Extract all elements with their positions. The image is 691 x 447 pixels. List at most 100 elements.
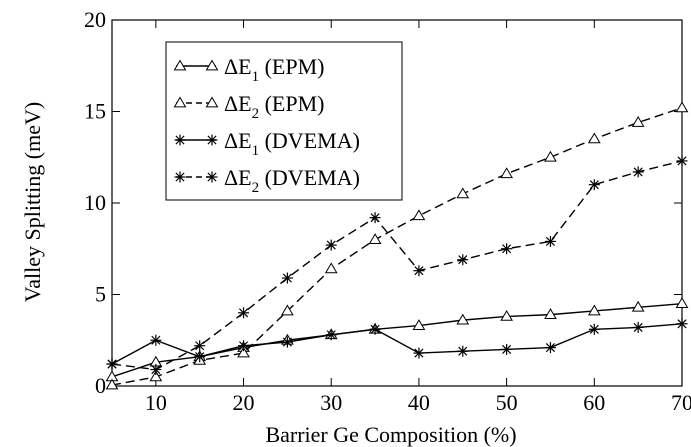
star-stroke	[458, 346, 468, 356]
data-point-star	[194, 340, 206, 352]
data-point-triangle	[587, 132, 601, 144]
data-point-triangle	[205, 96, 219, 108]
star-stroke	[502, 244, 512, 254]
data-point-star	[174, 171, 186, 183]
data-point-triangle	[173, 96, 187, 108]
tick-labels: 10 20 30 40 50 60 70 0 5 10 15 20	[84, 7, 691, 415]
data-point-star	[150, 334, 162, 346]
data-point-triangle	[281, 304, 294, 316]
legend: ΔE1 (EPM) ΔE2 (EPM) ΔE1 (DVEMA) ΔE2 (DVEMA)	[165, 41, 403, 201]
star-stroke	[175, 135, 185, 145]
star-stroke	[282, 337, 292, 347]
legend-entry-1: ΔE1 (EPM)	[173, 54, 324, 85]
x-tick-label: 30	[320, 390, 342, 415]
y-tick-label: 15	[84, 99, 106, 124]
y-tick-label: 5	[95, 282, 106, 307]
data-point-star	[325, 329, 337, 341]
data-point-triangle	[412, 319, 426, 330]
series-4	[106, 155, 688, 376]
data-point-triangle	[456, 187, 470, 199]
data-point-star	[369, 212, 381, 224]
data-point-star	[194, 351, 206, 363]
star-stroke	[207, 135, 217, 145]
data-point-star	[206, 134, 218, 146]
star-stroke	[589, 324, 599, 334]
data-point-star	[676, 318, 688, 330]
data-point-star	[544, 235, 556, 247]
data-point-star	[150, 364, 162, 376]
star-stroke	[677, 156, 687, 166]
legend-label: ΔE2 (DVEMA)	[224, 165, 360, 196]
star-stroke	[151, 335, 161, 345]
data-point-star	[588, 323, 600, 335]
star-stroke	[282, 273, 292, 283]
legend-entry-3: ΔE1 (DVEMA)	[174, 128, 360, 159]
data-point-triangle	[324, 262, 338, 274]
x-tick-label: 10	[145, 390, 167, 415]
series-3	[106, 318, 688, 370]
data-point-triangle	[412, 209, 426, 221]
legend-box	[165, 41, 403, 201]
data-point-star	[238, 307, 250, 319]
data-point-star	[588, 179, 600, 191]
series-layer	[105, 101, 689, 390]
data-point-star	[325, 239, 337, 251]
x-tick-label: 50	[496, 390, 518, 415]
data-point-triangle	[368, 233, 382, 244]
data-point-star	[369, 323, 381, 335]
legend-label: ΔE1 (EPM)	[224, 54, 324, 85]
star-stroke	[207, 172, 217, 182]
data-point-star	[174, 134, 186, 146]
star-stroke	[545, 236, 556, 246]
data-point-star	[281, 336, 293, 348]
data-point-triangle	[205, 59, 219, 71]
data-point-star	[457, 345, 469, 357]
data-point-triangle	[587, 304, 601, 316]
star-stroke	[677, 319, 687, 329]
data-point-triangle	[675, 101, 689, 113]
star-stroke	[107, 359, 117, 369]
data-point-triangle	[500, 309, 513, 321]
data-point-triangle	[173, 59, 187, 71]
y-axis-title: Valley Splitting (meV)	[20, 102, 45, 302]
data-point-star	[281, 272, 293, 284]
legend-entry-2: ΔE2 (EPM)	[173, 91, 324, 122]
series-1	[105, 297, 689, 382]
star-stroke	[414, 266, 424, 276]
data-point-triangle	[105, 378, 119, 390]
data-point-triangle	[675, 297, 689, 308]
star-stroke	[370, 213, 380, 223]
star-stroke	[545, 343, 556, 353]
star-stroke	[175, 172, 185, 182]
data-point-triangle	[544, 308, 557, 319]
star-stroke	[238, 308, 249, 318]
star-stroke	[151, 364, 161, 375]
data-point-star	[632, 166, 644, 178]
x-tick-label: 60	[583, 390, 605, 415]
star-stroke	[195, 352, 205, 362]
star-stroke	[589, 180, 599, 190]
data-point-star	[501, 343, 513, 355]
data-point-triangle	[631, 115, 645, 127]
data-point-star	[544, 342, 556, 354]
legend-entry-4: ΔE2 (DVEMA)	[174, 165, 360, 196]
data-point-triangle	[544, 150, 557, 162]
data-point-star	[106, 358, 118, 370]
x-tick-label: 70	[671, 390, 691, 415]
data-point-triangle	[456, 313, 470, 325]
star-stroke	[502, 344, 512, 354]
series-line	[111, 160, 683, 371]
data-point-triangle	[631, 300, 645, 312]
data-point-star	[413, 347, 425, 359]
star-stroke	[326, 330, 336, 340]
legend-label: ΔE1 (DVEMA)	[224, 128, 360, 159]
star-stroke	[633, 322, 643, 332]
star-stroke	[238, 341, 249, 351]
data-point-star	[206, 171, 218, 183]
series-2	[105, 101, 689, 390]
data-point-star	[676, 155, 688, 167]
star-stroke	[633, 167, 643, 177]
y-tick-label: 10	[84, 190, 106, 215]
y-tick-label: 0	[95, 373, 106, 398]
